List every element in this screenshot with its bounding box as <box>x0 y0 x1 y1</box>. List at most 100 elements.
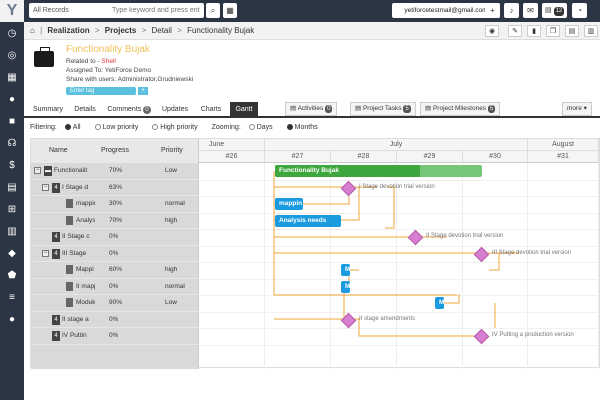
zoom-days[interactable]: Days <box>248 124 279 131</box>
shield-icon[interactable]: ⬟ <box>7 270 17 281</box>
task-bar-mapping[interactable]: mappin <box>275 198 303 210</box>
breadcrumb-module[interactable]: Realization <box>47 26 90 35</box>
tab-activities[interactable]: ▤ Activities 0 <box>285 102 338 116</box>
collapse-toggle[interactable]: − <box>34 167 41 174</box>
security-icon[interactable]: ◆ <box>8 248 16 259</box>
row-line <box>199 179 599 181</box>
briefcase-icon[interactable]: ■ <box>8 116 16 127</box>
database-icon[interactable]: ≡ <box>9 292 15 303</box>
grid-line <box>462 163 463 369</box>
calendar-icon[interactable]: ▤ <box>7 182 17 193</box>
table-row[interactable]: Moduk 90% Low <box>31 295 199 312</box>
tag-input[interactable]: Enter tag <box>66 87 136 95</box>
table-row[interactable]: − ▬ Functionalit 70% Low <box>31 163 199 180</box>
filter-low-priority[interactable]: Low priority <box>94 124 145 131</box>
gantt-grid-header: Name Progress Priority <box>31 139 199 163</box>
companies-icon[interactable]: ▦ <box>7 72 17 83</box>
more-button[interactable]: more ▾ <box>562 102 592 116</box>
table-row[interactable]: 4 II Stage c 0% <box>31 229 199 246</box>
bar-label: M <box>439 299 444 306</box>
col-name[interactable]: Name <box>49 147 68 154</box>
task-bar-ii-mapp[interactable]: M <box>341 280 350 293</box>
task-bar-moduk[interactable]: M <box>435 297 444 309</box>
search-icon[interactable]: ⌕ <box>206 3 220 18</box>
dashboard-icon[interactable]: ◷ <box>7 28 17 39</box>
project-bar[interactable]: Functionality Bujak <box>275 165 482 177</box>
row-line <box>199 262 599 263</box>
task-icon <box>66 199 73 208</box>
tab-charts[interactable]: Charts <box>200 106 222 113</box>
month-august: August <box>528 139 599 151</box>
grid-icon[interactable]: ▦ <box>223 3 237 18</box>
tab-project-milestones[interactable]: ▤ Project Milestones 5 <box>420 102 501 116</box>
row-priority: high <box>165 216 178 224</box>
shared-with: Share with users: Administrator,Grudniew… <box>66 76 194 83</box>
week-label: #26 <box>199 151 265 163</box>
bell-icon[interactable]: ♪ <box>504 3 519 18</box>
delete-icon[interactable]: ▮ <box>527 25 541 37</box>
task-icon <box>66 265 73 274</box>
table-row[interactable]: Analys 70% high <box>31 213 199 229</box>
row-name: I Stage d <box>62 183 89 191</box>
related-value[interactable]: Shell <box>101 58 116 65</box>
table-row[interactable]: −4 III Stage 0% <box>31 246 199 262</box>
col-priority[interactable]: Priority <box>161 147 183 154</box>
row-line <box>199 229 599 230</box>
user-email[interactable]: yetiforcetestmail@gmail.com <box>392 3 500 18</box>
chat-icon[interactable]: ✉ <box>523 3 538 18</box>
row-progress: 70% <box>109 216 123 224</box>
tab-updates[interactable]: Updates <box>161 106 189 113</box>
task-bar-mappi[interactable]: M <box>341 264 350 276</box>
tab-gantt[interactable]: Gantt <box>230 102 258 118</box>
milestone-label: IV Putting a production version <box>492 332 574 338</box>
col-progress[interactable]: Progress <box>101 147 130 154</box>
history-icon[interactable]: ◔ <box>572 3 587 18</box>
user-icon[interactable]: ● <box>8 314 16 325</box>
add-tag-button[interactable]: + <box>138 87 148 95</box>
table-row[interactable]: 4 II stage a 0% <box>31 312 199 328</box>
table-row[interactable]: mappin 30% normal <box>31 196 199 213</box>
milestone-label: II Stage devotion trial version <box>426 233 504 239</box>
breadcrumb-section[interactable]: Projects <box>104 26 137 35</box>
filter-all[interactable]: All <box>64 124 87 131</box>
search-input[interactable] <box>108 3 204 18</box>
milestone-label: I Stage devotion trial version <box>359 183 435 190</box>
finance-icon[interactable]: $ <box>9 160 15 171</box>
zoom-months[interactable]: Months <box>286 124 324 131</box>
assigned-to: Assigned To: YetiForce Demo <box>66 67 152 74</box>
table-row[interactable]: 4 IV Puttin 0% <box>31 328 199 345</box>
add-icon[interactable]: + <box>485 3 500 18</box>
collapse-toggle[interactable]: − <box>42 249 49 257</box>
building-icon[interactable]: ▥ <box>7 226 17 237</box>
row-name: III Stage <box>62 249 87 257</box>
notifications-button[interactable]: ▤ 12 <box>542 3 568 18</box>
tab-summary[interactable]: Summary <box>33 106 63 113</box>
home-icon[interactable]: ⌂ <box>30 26 35 35</box>
row-priority: normal <box>165 282 185 290</box>
watch-icon[interactable]: ◉ <box>485 25 499 37</box>
print-icon[interactable]: ▥ <box>584 25 598 37</box>
breadcrumb: ⌂ | Realization > Projects > Detail > Fu… <box>30 26 255 35</box>
bar-label: mappin <box>279 200 303 207</box>
table-row[interactable]: Mappi 60% high <box>31 262 199 279</box>
filter-high-priority[interactable]: High priority <box>152 124 203 131</box>
support-icon[interactable]: ☊ <box>7 138 17 149</box>
copy-icon[interactable]: ❐ <box>546 25 560 37</box>
marketing-icon[interactable]: ◎ <box>7 50 17 61</box>
piggy-bank-icon[interactable]: ● <box>8 94 16 105</box>
filtering-label: Filtering: <box>30 124 57 131</box>
app-logo[interactable]: Y <box>0 0 24 22</box>
edit-icon[interactable]: ✎ <box>508 25 522 37</box>
tab-comments[interactable]: Comments 0 <box>107 106 151 114</box>
table-row[interactable]: −4 I Stage d 63% <box>31 180 199 196</box>
tab-details[interactable]: Details <box>74 106 96 113</box>
milestone-icon: 4 <box>52 331 60 341</box>
row-name: Moduk <box>76 299 95 306</box>
collapse-toggle[interactable]: − <box>42 183 49 191</box>
table-row[interactable]: II mapp 0% normal <box>31 279 199 295</box>
pdf-icon[interactable]: ▤ <box>565 25 579 37</box>
tab-project-tasks[interactable]: ▤ Project Tasks 5 <box>350 102 416 116</box>
sitemap-icon[interactable]: ⊞ <box>7 204 17 215</box>
task-bar-analysis[interactable]: Analysis needs <box>275 214 341 227</box>
